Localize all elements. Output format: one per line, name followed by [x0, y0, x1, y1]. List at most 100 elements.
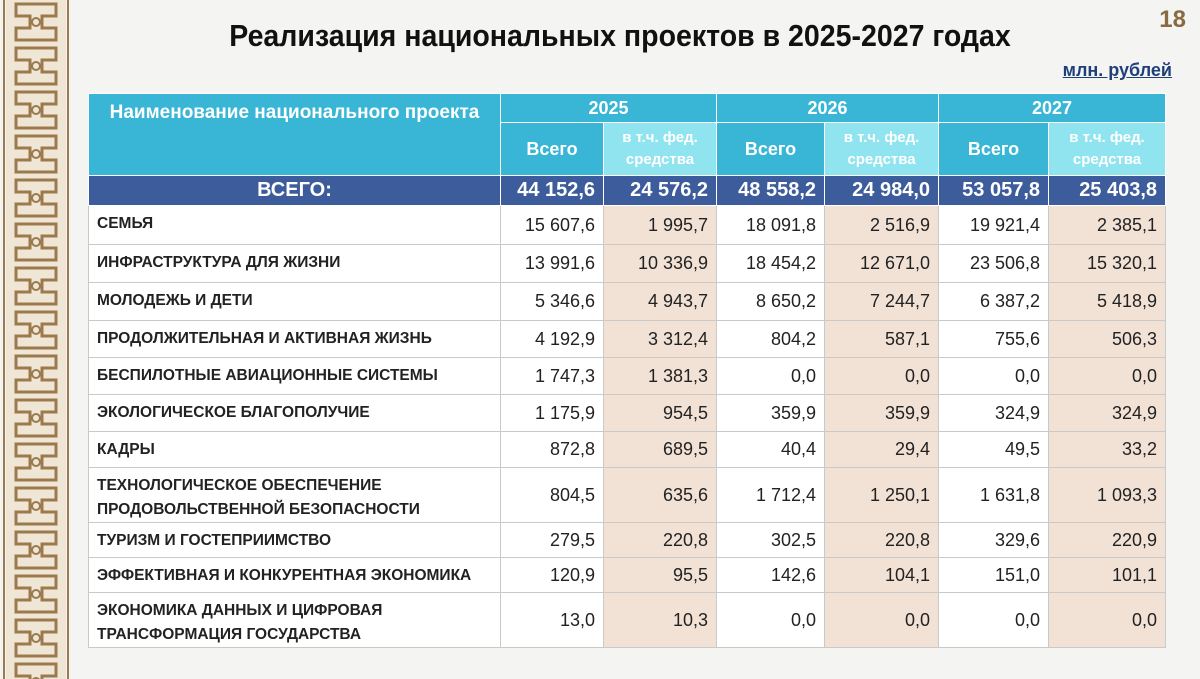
sub-header: в т.ч. фед. средства: [602, 122, 718, 176]
project-value: 13 991,6: [500, 244, 604, 283]
year-header: 2027: [938, 93, 1167, 123]
project-value: 6 387,2: [938, 282, 1050, 321]
project-value: 15 607,6: [500, 205, 604, 245]
project-value: 302,5: [716, 522, 826, 558]
project-value: 19 921,4: [938, 205, 1050, 245]
project-value: 4 943,7: [602, 282, 718, 321]
project-value: 755,6: [938, 320, 1050, 358]
project-value: 1 995,7: [602, 205, 718, 245]
total-value: 25 403,8: [1048, 175, 1167, 206]
project-value: 2 516,9: [824, 205, 940, 245]
total-row: ВСЕГО: 44 152,6 24 576,2 48 558,2 24 984,0 53…: [88, 175, 1167, 206]
project-value: 5 346,6: [500, 282, 604, 321]
year-header: 2025: [499, 93, 718, 123]
project-value: 3 312,4: [602, 320, 718, 358]
total-value: 53 057,8: [938, 175, 1050, 206]
project-value: 120,9: [500, 557, 604, 593]
project-value: 1 093,3: [1048, 467, 1167, 523]
project-value: 689,5: [602, 431, 718, 468]
project-value: 29,4: [824, 431, 940, 468]
project-name: ЭФФЕКТИВНАЯ И КОНКУРЕНТНАЯ ЭКОНОМИКА: [88, 557, 501, 593]
project-value: 0,0: [1048, 592, 1167, 648]
project-value: 23 506,8: [938, 244, 1050, 283]
project-value: 587,1: [824, 320, 940, 358]
project-value: 1 712,4: [716, 467, 826, 523]
project-row: ЭФФЕКТИВНАЯ И КОНКУРЕНТНАЯ ЭКОНОМИКА 120,…: [88, 557, 1167, 593]
project-name: МОЛОДЕЖЬ И ДЕТИ: [88, 282, 501, 321]
project-value: 95,5: [602, 557, 718, 593]
name-header: Наименование национального проекта: [88, 93, 501, 176]
project-value: 101,1: [1048, 557, 1167, 593]
project-value: 142,6: [716, 557, 826, 593]
project-value: 220,9: [1048, 522, 1167, 558]
project-value: 1 175,9: [500, 394, 604, 432]
project-value: 954,5: [602, 394, 718, 432]
project-row: ИНФРАСТРУКТУРА ДЛЯ ЖИЗНИ 13 991,6 10 336,9…: [88, 244, 1167, 283]
slide-title: Реализация национальных проектов в 2025-…: [229, 18, 1011, 53]
project-value: 359,9: [716, 394, 826, 432]
sub-header: в т.ч. фед. средства: [824, 122, 940, 176]
project-value: 0,0: [824, 592, 940, 648]
project-row: ПРОДОЛЖИТЕЛЬНАЯ И АКТИВНАЯ ЖИЗНЬ 4 192,9 3…: [88, 320, 1167, 358]
project-row: ТУРИЗМ И ГОСТЕПРИИМСТВО 279,5 220,8 302,5 22…: [88, 522, 1167, 558]
project-value: 40,4: [716, 431, 826, 468]
project-value: 10 336,9: [602, 244, 718, 283]
sub-header: Всего: [716, 122, 826, 176]
project-row: БЕСПИЛОТНЫЕ АВИАЦИОННЫЕ СИСТЕМЫ 1 747,3 1 …: [88, 357, 1167, 395]
project-name: КАДРЫ: [88, 431, 501, 468]
project-row: ТЕХНОЛОГИЧЕСКОЕ ОБЕСПЕЧЕНИЕ ПРОДОВОЛЬСТВ…: [88, 467, 1167, 523]
project-value: 8 650,2: [716, 282, 826, 321]
project-value: 0,0: [716, 592, 826, 648]
project-row: КАДРЫ 872,8 689,5 40,4 29,4 49,5 33,2: [88, 431, 1167, 468]
project-value: 872,8: [500, 431, 604, 468]
project-value: 1 631,8: [938, 467, 1050, 523]
project-name: ИНФРАСТРУКТУРА ДЛЯ ЖИЗНИ: [88, 244, 501, 283]
project-value: 0,0: [1048, 357, 1167, 395]
unit-label: млн. рублей: [1062, 60, 1172, 80]
project-name: ЭКОНОМИКА ДАННЫХ И ЦИФРОВАЯ ТРАНСФОРМАЦИ…: [88, 592, 501, 648]
project-value: 329,6: [938, 522, 1050, 558]
total-value: 48 558,2: [716, 175, 826, 206]
project-value: 18 091,8: [716, 205, 826, 245]
sub-header: в т.ч. фед. средства: [1048, 122, 1167, 176]
project-value: 0,0: [938, 357, 1050, 395]
ornament-border: [3, 0, 69, 679]
project-value: 4 192,9: [500, 320, 604, 358]
project-row: ЭКОНОМИКА ДАННЫХ И ЦИФРОВАЯ ТРАНСФОРМАЦИ…: [88, 592, 1167, 648]
sub-header: Всего: [500, 122, 604, 176]
project-value: 804,5: [500, 467, 604, 523]
project-value: 220,8: [602, 522, 718, 558]
total-value: 24 576,2: [602, 175, 718, 206]
project-value: 1 250,1: [824, 467, 940, 523]
project-value: 151,0: [938, 557, 1050, 593]
project-value: 279,5: [500, 522, 604, 558]
project-value: 0,0: [938, 592, 1050, 648]
project-value: 506,3: [1048, 320, 1167, 358]
year-header: 2026: [716, 93, 940, 123]
project-name: ТЕХНОЛОГИЧЕСКОЕ ОБЕСПЕЧЕНИЕ ПРОДОВОЛЬСТВ…: [88, 467, 501, 523]
project-value: 33,2: [1048, 431, 1167, 468]
project-row: МОЛОДЕЖЬ И ДЕТИ 5 346,6 4 943,7 8 650,2 7 24…: [88, 282, 1167, 321]
project-value: 5 418,9: [1048, 282, 1167, 321]
project-name: ПРОДОЛЖИТЕЛЬНАЯ И АКТИВНАЯ ЖИЗНЬ: [88, 320, 501, 358]
project-value: 220,8: [824, 522, 940, 558]
projects-table: Наименование национального проекта 2025 2…: [88, 93, 1167, 648]
total-value: 24 984,0: [824, 175, 940, 206]
project-value: 359,9: [824, 394, 940, 432]
total-value: 44 152,6: [500, 175, 604, 206]
project-name: БЕСПИЛОТНЫЕ АВИАЦИОННЫЕ СИСТЕМЫ: [88, 357, 501, 395]
project-value: 104,1: [824, 557, 940, 593]
total-label: ВСЕГО:: [88, 175, 501, 206]
project-name: ЭКОЛОГИЧЕСКОЕ БЛАГОПОЛУЧИЕ: [88, 394, 501, 432]
project-value: 804,2: [716, 320, 826, 358]
project-row: ЭКОЛОГИЧЕСКОЕ БЛАГОПОЛУЧИЕ 1 175,9 954,5 35…: [88, 394, 1167, 432]
page-number: 18: [1159, 6, 1186, 33]
project-value: 49,5: [938, 431, 1050, 468]
project-value: 1 747,3: [500, 357, 604, 395]
project-value: 0,0: [716, 357, 826, 395]
project-value: 18 454,2: [716, 244, 826, 283]
project-value: 15 320,1: [1048, 244, 1167, 283]
project-value: 324,9: [1048, 394, 1167, 432]
project-value: 2 385,1: [1048, 205, 1167, 245]
